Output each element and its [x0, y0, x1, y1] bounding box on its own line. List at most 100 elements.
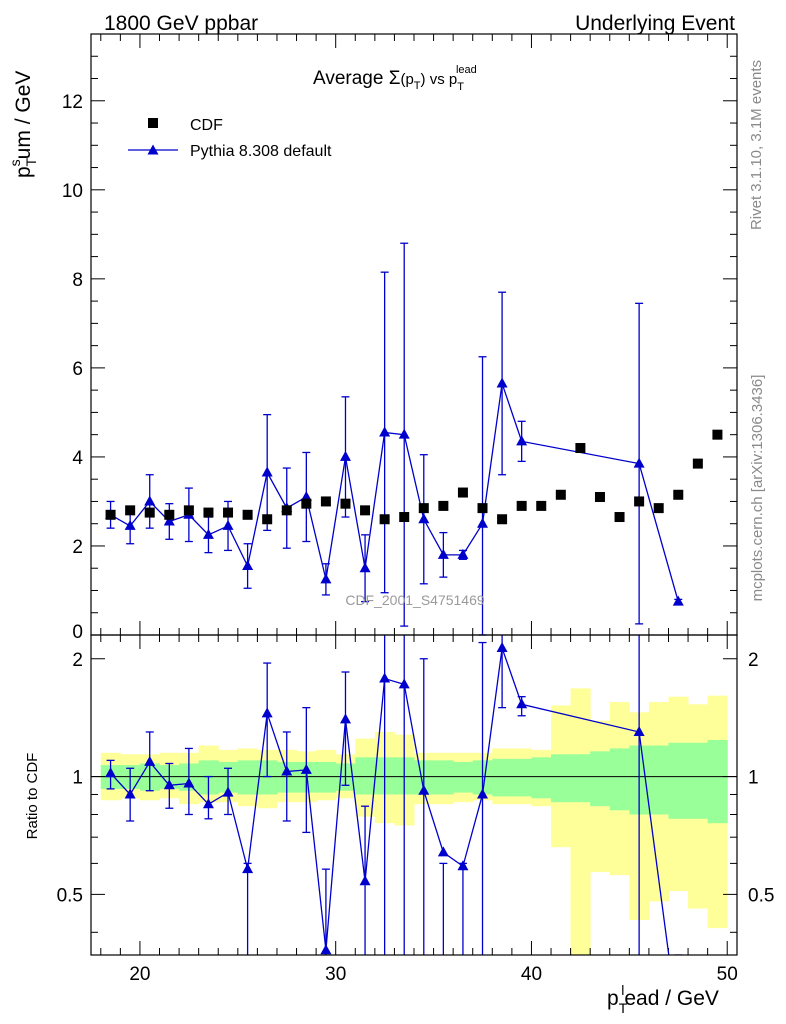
ratio-pythia-point: [105, 767, 117, 778]
ratio-y-tick-label: 2: [72, 650, 83, 671]
ratio-y-tick-label-right: 1: [748, 768, 759, 789]
pythia-point: [477, 517, 489, 528]
ratio-pythia-clipped: [105, 635, 683, 955]
cdf-point: [536, 500, 547, 511]
cdf-point: [223, 507, 234, 518]
x-tick-label: 40: [521, 964, 542, 985]
cdf-point: [497, 514, 508, 525]
main-axis-ticks: [91, 34, 737, 636]
ratio-band-inner: [316, 761, 337, 793]
cdf-point: [281, 505, 292, 516]
cdf-point: [183, 505, 194, 516]
legend-pythia-marker: [147, 144, 159, 155]
legend-cdf-label: CDF: [190, 117, 223, 134]
cdf-point: [320, 496, 331, 507]
ratio-pythia-point: [202, 798, 214, 809]
cdf-point: [379, 514, 390, 525]
ratio-pythia-point: [163, 779, 175, 790]
ratio-band-inner: [648, 745, 669, 815]
cdf-point: [144, 507, 155, 518]
ratio-pythia-point: [124, 788, 136, 799]
ratio-band-inner: [531, 757, 552, 799]
collision-label: 1800 GeV ppbar: [104, 12, 258, 35]
ratio-pythia-point: [359, 875, 371, 886]
cdf-point: [692, 458, 703, 469]
ratio-pythia-point: [300, 763, 312, 774]
pythia-point: [124, 519, 136, 530]
pythia-point: [379, 426, 391, 437]
main-y-tick-label: 10: [62, 181, 83, 202]
cdf-point: [673, 489, 684, 500]
cdf-point: [125, 505, 136, 516]
ratio-pythia-point: [398, 678, 410, 689]
ratio-band-inner: [668, 742, 689, 819]
cdf-point: [242, 509, 253, 520]
ratio-pythia-point: [222, 786, 234, 797]
main-y-tick-label: 8: [72, 270, 83, 291]
pythia-point: [242, 559, 254, 570]
ratio-pythia-point: [457, 860, 469, 871]
cdf-point: [105, 509, 116, 520]
ratio-band-inner: [590, 751, 611, 807]
ratio-y-axis-label: Ratio to CDF: [24, 753, 41, 840]
legend: CDF Pythia 8.308 default: [128, 117, 332, 160]
ratio-tick-labels: 0.5 0.5 1 1 2 2 20 30 40 50: [57, 650, 775, 985]
x-axis-label: pTlead / GeV: [607, 982, 719, 1016]
pythia-point: [300, 490, 312, 501]
cdf-point: [594, 491, 605, 502]
x-tick-label: 30: [325, 964, 346, 985]
analysis-label: Underlying Event: [575, 12, 735, 35]
ratio-pythia-point: [496, 642, 508, 653]
pythia-point: [320, 573, 332, 584]
main-plot-frame: [90, 33, 738, 636]
pythia-point: [633, 457, 645, 468]
ratio-pythia-point: [418, 784, 430, 795]
ratio-band-inner: [688, 742, 709, 819]
cdf-point: [653, 503, 664, 514]
ratio-y-tick-label-right: 2: [748, 650, 759, 671]
ratio-pythia-series: [105, 635, 683, 955]
ratio-pythia-point: [320, 944, 332, 955]
main-y-tick-label: 4: [72, 448, 83, 469]
main-cdf-series: [105, 429, 723, 525]
main-y-tick-label: 12: [62, 92, 83, 113]
x-tick-label: 50: [717, 964, 738, 985]
pythia-point: [398, 428, 410, 439]
main-plot-title: Average Σ(pT) vs pTlead: [313, 64, 477, 93]
cdf-point: [418, 503, 429, 514]
cdf-point: [301, 498, 312, 509]
ratio-pythia-point: [437, 846, 449, 857]
legend-pythia-label: Pythia 8.308 default: [190, 143, 332, 160]
cdf-point: [262, 514, 273, 525]
ratio-pythia-point: [633, 725, 645, 736]
ratio-band-inner: [492, 758, 513, 797]
ratio-band-outer: [570, 688, 591, 955]
main-pythia-series: [105, 242, 684, 636]
cdf-point: [555, 489, 566, 500]
ratio-pythia-point: [242, 863, 254, 874]
main-y-tick-label: 6: [72, 359, 83, 380]
ratio-band-inner: [551, 754, 572, 803]
ratio-pythia-point: [281, 765, 293, 776]
pythia-point: [437, 548, 449, 559]
cdf-point: [399, 512, 410, 523]
cdf-point: [457, 487, 468, 498]
ratio-band-inner: [257, 760, 278, 795]
ratio-plot-frame: [90, 634, 738, 956]
ratio-pythia-point: [261, 707, 273, 718]
pythia-point: [261, 466, 273, 477]
pythia-point: [202, 528, 214, 539]
main-y-axis-label: pTsum / GeV: [7, 71, 39, 178]
cdf-point: [575, 443, 586, 454]
cdf-point: [477, 503, 488, 514]
cdf-point: [516, 500, 527, 511]
rivet-version-label: Rivet 3.1.10, 3.1M events: [748, 60, 765, 230]
ratio-y-tick-label: 0.5: [57, 885, 83, 906]
ratio-pythia-point: [477, 788, 489, 799]
pythia-point: [359, 562, 371, 573]
legend-cdf-marker: [148, 118, 158, 128]
ratio-band-inner: [570, 754, 591, 803]
ratio-y-tick-label-right: 0.5: [748, 885, 774, 906]
main-y-tick-labels: 2 4 6 8 10 12 0: [62, 92, 84, 643]
ratio-pythia-point: [516, 698, 528, 709]
